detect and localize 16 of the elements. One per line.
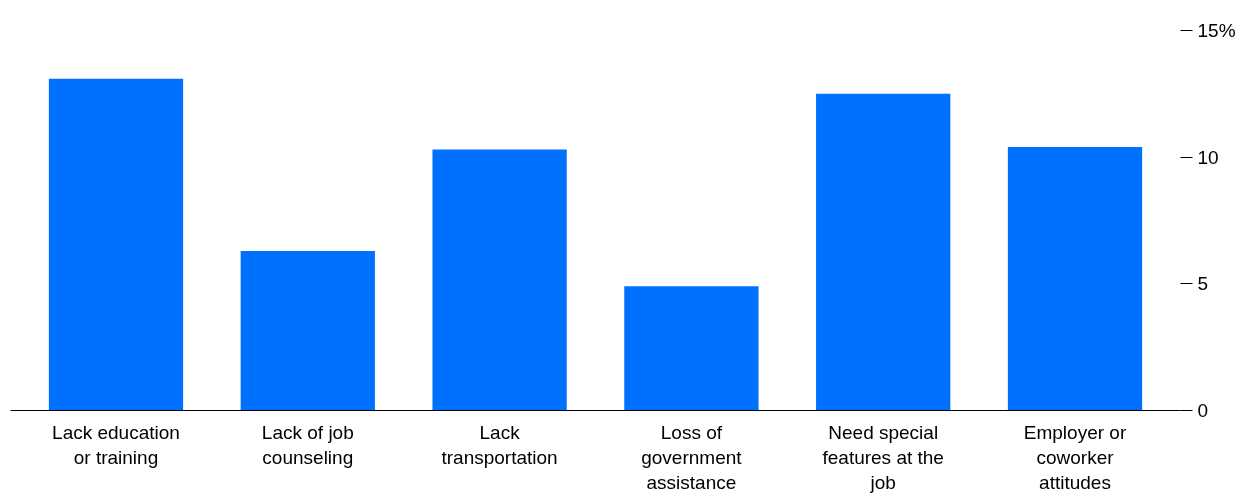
x-tick-label: Lack transportation (441, 421, 558, 468)
x-tick-label: Lack of job counseling (261, 421, 354, 468)
bar (432, 149, 567, 411)
bar (48, 78, 184, 411)
x-tick-label: Loss of government assistance (641, 421, 743, 493)
x-tick-label: Lack education or training (52, 421, 180, 468)
y-tick-label: 10 (1197, 146, 1219, 168)
bar (240, 250, 375, 411)
bar (816, 93, 951, 411)
y-tick-label: 0 (1197, 400, 1209, 421)
y-tick-label: 15% (1197, 20, 1236, 41)
bar (1007, 147, 1143, 411)
bar (624, 286, 759, 411)
y-tick-label: 5 (1197, 273, 1209, 295)
x-tick-label: Employer or coworker attitudes (1023, 421, 1127, 493)
x-tick-label: Need special features at the job (822, 421, 944, 493)
